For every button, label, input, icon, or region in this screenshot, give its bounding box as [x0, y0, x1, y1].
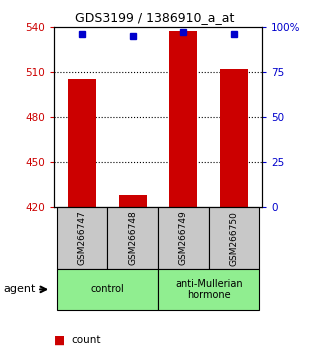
Bar [220, 69, 248, 207]
Bar [158, 269, 259, 310]
Text: GSM266750: GSM266750 [230, 211, 239, 266]
Bar [108, 207, 158, 269]
Text: control: control [91, 284, 124, 295]
Bar [119, 195, 147, 207]
Bar [68, 79, 96, 207]
Text: GSM266749: GSM266749 [179, 211, 188, 266]
Text: anti-Mullerian
hormone: anti-Mullerian hormone [175, 279, 242, 300]
Text: GDS3199 / 1386910_a_at: GDS3199 / 1386910_a_at [75, 11, 235, 24]
Text: ■: ■ [54, 333, 65, 346]
Bar [170, 31, 197, 207]
Text: GSM266747: GSM266747 [78, 211, 86, 266]
Bar [209, 207, 259, 269]
Bar [57, 207, 108, 269]
Text: agent: agent [3, 284, 35, 295]
Text: GSM266748: GSM266748 [128, 211, 137, 266]
Text: count: count [71, 335, 101, 345]
Bar [158, 207, 209, 269]
Bar [57, 269, 158, 310]
